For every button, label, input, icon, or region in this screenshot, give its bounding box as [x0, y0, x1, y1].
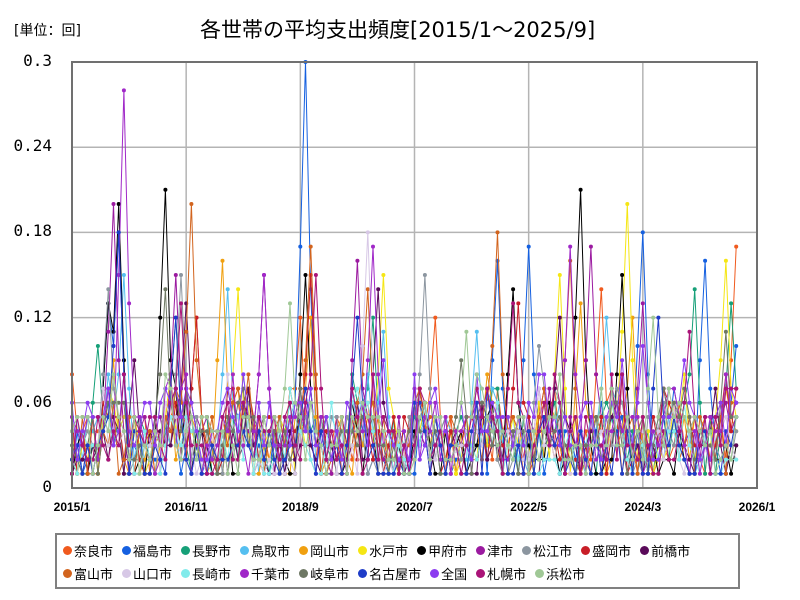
legend-label: 長崎市	[192, 568, 232, 583]
legend-marker-icon	[299, 546, 309, 555]
y-tick-label: 0.3	[23, 51, 52, 70]
x-tick-label: 2015/1	[53, 500, 91, 514]
legend-label: 福島市	[133, 545, 173, 560]
legend-label: 札幌市	[487, 568, 527, 583]
y-tick-label: 0.18	[13, 221, 52, 241]
legend-item: 福島市	[122, 541, 172, 560]
line-chart-plot	[70, 60, 758, 489]
legend-marker-icon	[417, 546, 427, 555]
x-tick-label: 2016/11	[164, 500, 208, 514]
legend-item: 水戸市	[358, 541, 408, 560]
legend-marker-icon	[430, 569, 440, 578]
legend-label: 松江市	[533, 545, 573, 560]
legend-item: 長野市	[181, 541, 231, 560]
legend-label: 千葉市	[251, 568, 291, 583]
legend-marker-icon	[522, 546, 532, 555]
x-tick-label: 2022/5	[510, 500, 547, 514]
legend-marker-icon	[122, 546, 132, 555]
legend-marker-icon	[63, 546, 72, 555]
legend-item: 奈良市	[63, 541, 113, 560]
legend-item: 千葉市	[240, 564, 290, 583]
legend-marker-icon	[476, 569, 486, 578]
legend-marker-icon	[640, 546, 650, 555]
legend-label: 津市	[487, 545, 514, 560]
legend-marker-icon	[581, 546, 591, 555]
y-tick-label: 0.06	[13, 391, 52, 411]
x-tick-label: 2024/3	[624, 500, 662, 514]
y-tick-label: 0	[42, 477, 52, 496]
legend-item: 鳥取市	[240, 541, 290, 560]
legend-row-1: 奈良市 福島市 長野市 鳥取市 岡山市 水戸市 甲府市 津市 松江市 盛岡市 前橋市	[63, 539, 732, 562]
legend-item: 松江市	[522, 541, 572, 560]
legend-marker-icon	[122, 569, 132, 578]
legend-item: 盛岡市	[581, 541, 631, 560]
legend-label: 浜松市	[546, 568, 586, 583]
legend-item: 浜松市	[535, 564, 585, 583]
x-tick-label: 2026/1	[738, 500, 776, 514]
legend-label: 鳥取市	[251, 545, 291, 560]
x-tick-label: 2020/7	[396, 500, 433, 514]
legend-item: 全国	[430, 564, 467, 583]
legend-marker-icon	[181, 546, 191, 555]
y-tick-label: 0.24	[13, 136, 52, 156]
legend-item: 山口市	[122, 564, 172, 583]
legend-marker-icon	[240, 546, 250, 555]
legend-label: 名古屋市	[369, 568, 422, 583]
legend-label: 盛岡市	[592, 545, 632, 560]
series-line	[70, 301, 739, 476]
legend-marker-icon	[63, 569, 72, 578]
legend-item: 前橋市	[640, 541, 690, 560]
legend-marker-icon	[181, 569, 191, 578]
legend-item: 富山市	[63, 564, 113, 583]
legend-label: 全国	[441, 568, 468, 583]
legend-label: 前橋市	[651, 545, 691, 560]
y-tick-label: 0.12	[13, 306, 52, 326]
legend-marker-icon	[358, 569, 368, 578]
legend-item: 甲府市	[417, 541, 467, 560]
legend-item: 岡山市	[299, 541, 349, 560]
legend-label: 水戸市	[369, 545, 409, 560]
x-tick-label: 2018/9	[281, 500, 319, 514]
legend-item: 津市	[476, 541, 513, 560]
legend-marker-icon	[240, 569, 250, 578]
legend-label: 甲府市	[428, 545, 468, 560]
legend-item: 長崎市	[181, 564, 231, 583]
chart-legend: 奈良市 福島市 長野市 鳥取市 岡山市 水戸市 甲府市 津市 松江市 盛岡市 前橋市 富山市 山口市 長…	[55, 533, 740, 589]
legend-label: 奈良市	[74, 545, 114, 560]
legend-label: 富山市	[74, 568, 114, 583]
legend-item: 札幌市	[476, 564, 526, 583]
legend-label: 山口市	[133, 568, 173, 583]
legend-row-2: 富山市 山口市 長崎市 千葉市 岐阜市 名古屋市 全国 札幌市 浜松市	[63, 562, 732, 585]
legend-marker-icon	[358, 546, 368, 555]
series-line	[70, 60, 739, 476]
unit-label: [単位：回]	[14, 23, 81, 39]
legend-marker-icon	[535, 569, 545, 578]
legend-item: 岐阜市	[299, 564, 349, 583]
legend-item: 名古屋市	[358, 564, 421, 583]
legend-marker-icon	[476, 546, 486, 555]
chart-title: 各世帯の平均支出頻度[2015/1～2025/9]	[200, 18, 596, 42]
legend-label: 長野市	[192, 545, 232, 560]
legend-marker-icon	[299, 569, 309, 578]
legend-label: 岐阜市	[310, 568, 350, 583]
legend-label: 岡山市	[310, 545, 350, 560]
